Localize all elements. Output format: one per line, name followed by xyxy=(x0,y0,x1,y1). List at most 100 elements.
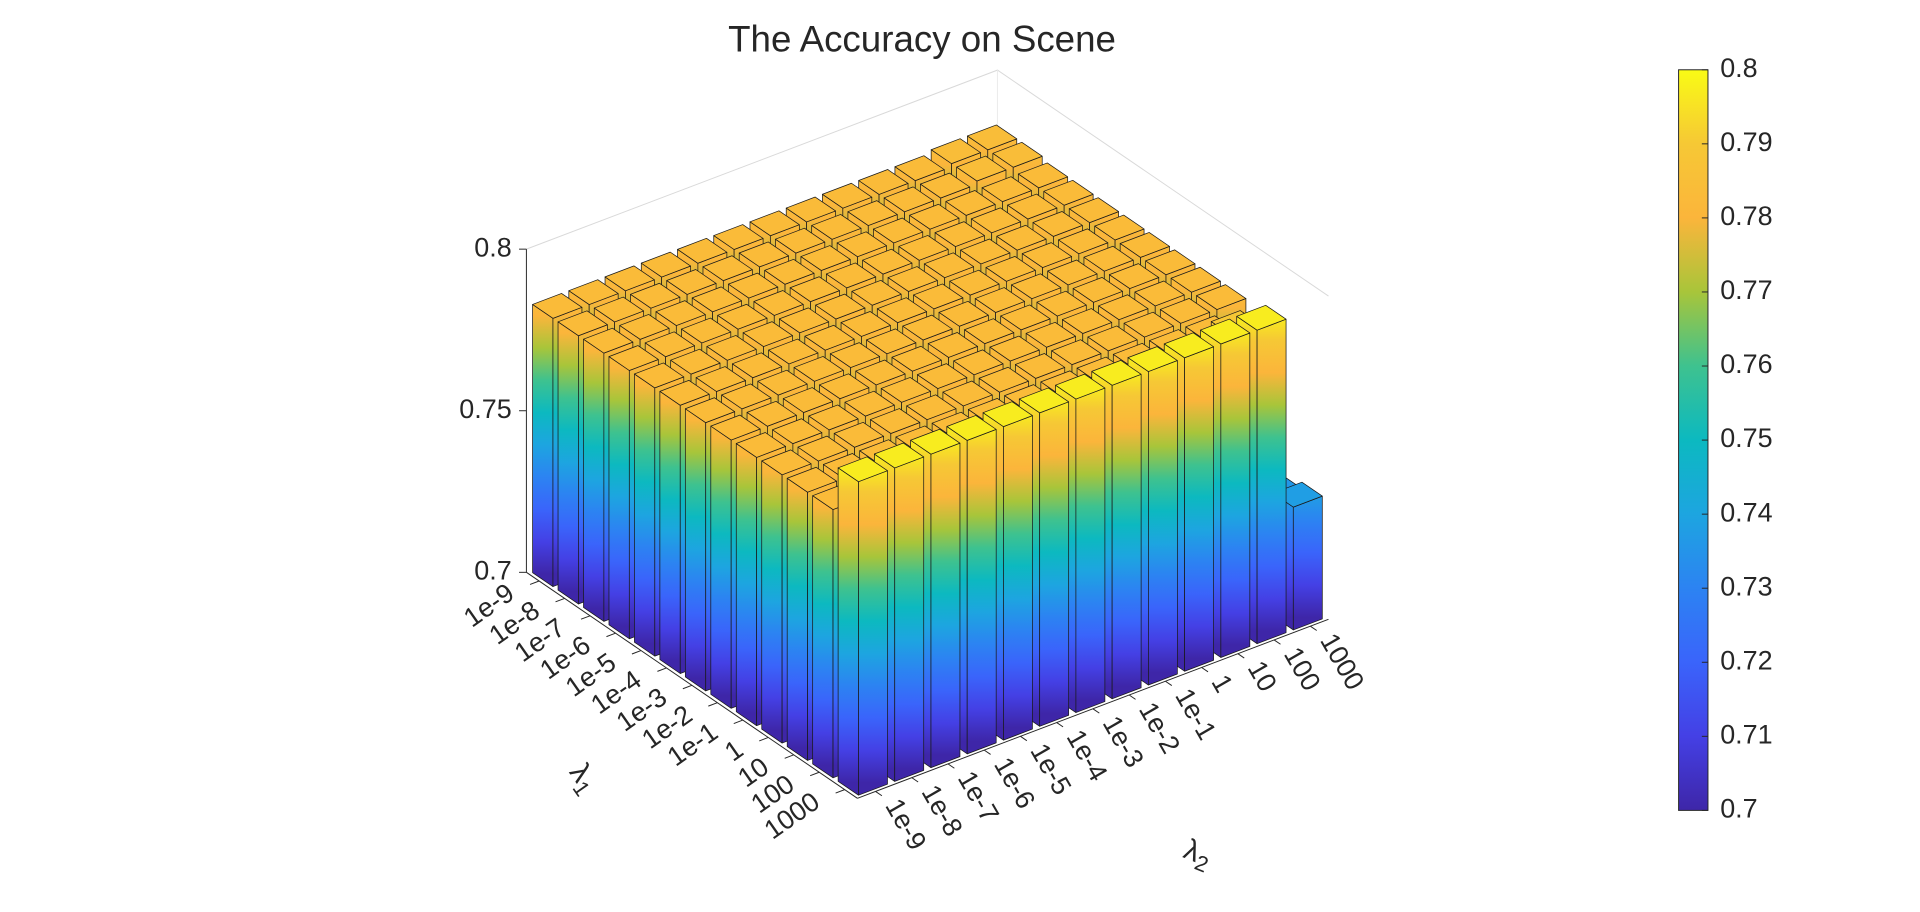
bar-top xyxy=(666,269,717,295)
bar-top xyxy=(557,310,608,337)
bar-top xyxy=(695,366,746,392)
y-tick xyxy=(983,749,991,755)
bar-top xyxy=(670,348,721,375)
bar-top xyxy=(917,363,968,389)
y-tick xyxy=(1092,708,1100,714)
bar-top xyxy=(764,258,815,285)
bar-top xyxy=(1000,304,1051,331)
bar-top xyxy=(938,300,989,327)
bar-face xyxy=(557,321,579,605)
bar-top xyxy=(1109,263,1160,289)
bar-top xyxy=(761,449,812,476)
x-tick xyxy=(631,650,642,655)
bar-top xyxy=(659,379,710,406)
bar-top xyxy=(746,400,797,427)
bar-top xyxy=(1068,197,1119,223)
bar-top xyxy=(1200,318,1251,345)
bar-top xyxy=(974,287,1025,313)
bar-top xyxy=(906,394,957,421)
bar-top xyxy=(1047,259,1098,286)
bar-face xyxy=(930,442,961,769)
bar-top xyxy=(873,442,925,469)
bar-face xyxy=(583,338,605,622)
bar-top xyxy=(1062,308,1113,334)
bar-top xyxy=(1021,242,1072,268)
bar-top xyxy=(1196,284,1247,310)
bar-top xyxy=(880,377,931,403)
x-tick xyxy=(733,719,744,724)
bar-top xyxy=(717,303,768,330)
bar-top xyxy=(757,369,808,396)
bar-top xyxy=(927,332,978,358)
colorbar-tick-label: 0.76 xyxy=(1720,349,1772,379)
box-edge xyxy=(526,69,1329,297)
colorbar-tick-label: 0.72 xyxy=(1720,645,1772,675)
bar-top xyxy=(1015,353,1066,379)
bar-face xyxy=(659,390,681,674)
bar-face xyxy=(710,425,732,709)
bar-top xyxy=(953,349,1004,376)
x-tick xyxy=(759,737,769,742)
bar-top xyxy=(862,248,913,275)
bar xyxy=(837,456,888,796)
bar-top xyxy=(1119,232,1170,258)
bar-top xyxy=(1091,360,1142,386)
bar-face xyxy=(634,373,656,657)
bar-top xyxy=(1043,179,1094,206)
bar-face xyxy=(1148,360,1178,686)
bar-top xyxy=(910,428,961,455)
y-tick xyxy=(1310,625,1317,631)
bar-top xyxy=(1170,266,1221,293)
bar-top xyxy=(749,210,800,237)
bar-top xyxy=(702,255,753,282)
colorbar-tick-label: 0.7 xyxy=(1720,794,1757,824)
bar-top xyxy=(970,207,1022,234)
bar-top xyxy=(964,318,1015,345)
bar-top xyxy=(1123,311,1174,338)
bar-top xyxy=(833,421,884,448)
bar-top xyxy=(1145,249,1196,276)
colorbar-tick-label: 0.75 xyxy=(1720,423,1772,453)
bar-top xyxy=(1163,332,1214,359)
bar-top xyxy=(1025,321,1076,348)
bar-face xyxy=(532,304,554,587)
bar-top xyxy=(934,221,985,247)
bar-top xyxy=(593,296,644,323)
bar-top xyxy=(797,435,848,462)
bar-face xyxy=(1111,373,1142,700)
bar-top xyxy=(728,272,779,299)
bar-top xyxy=(706,335,757,361)
x-tick xyxy=(784,754,794,759)
bar-top xyxy=(909,203,960,230)
bar-face xyxy=(1075,387,1106,713)
bar-top xyxy=(808,404,859,431)
bar-top xyxy=(804,324,855,351)
bar-top xyxy=(887,266,938,292)
bar-top xyxy=(1087,325,1138,352)
bar-top xyxy=(731,352,783,379)
bar-face xyxy=(735,443,758,727)
bar-top xyxy=(982,401,1033,427)
bar-top xyxy=(967,124,1018,151)
bar-top xyxy=(876,297,928,324)
bar-top xyxy=(640,251,692,278)
bar-top xyxy=(847,200,898,226)
bar-top xyxy=(844,390,895,417)
bar-top xyxy=(1159,298,1211,324)
colorbar-tick-label: 0.79 xyxy=(1720,127,1772,157)
colorbar-tick-label: 0.74 xyxy=(1720,497,1772,527)
bar-top xyxy=(778,307,830,334)
x-tick xyxy=(682,684,693,690)
bar-top xyxy=(655,300,706,326)
bar-top xyxy=(1055,373,1106,400)
bar-top xyxy=(902,314,953,341)
bar-top xyxy=(996,224,1047,251)
bar-top xyxy=(735,432,786,458)
bar-top xyxy=(992,141,1043,168)
bar-top xyxy=(619,314,670,340)
bar-top xyxy=(923,252,975,279)
bar-top xyxy=(945,190,996,216)
chart-title: The Accuracy on Scene xyxy=(728,18,1116,59)
